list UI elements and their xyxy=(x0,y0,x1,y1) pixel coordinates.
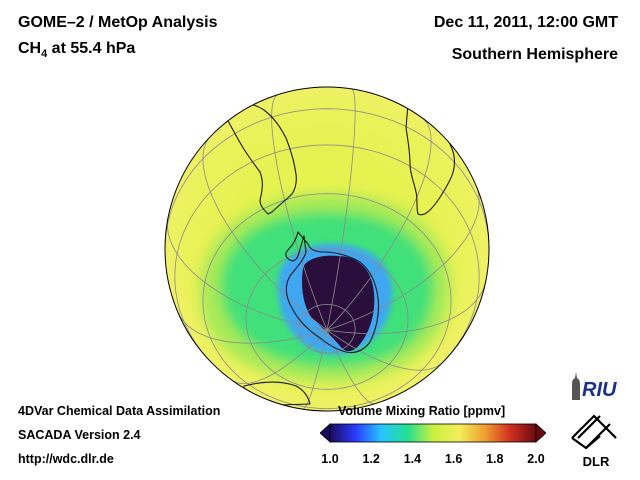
dlr-logo: DLR xyxy=(571,414,617,469)
graticule-line xyxy=(326,329,375,405)
globe-map xyxy=(164,86,490,412)
species-name: CH xyxy=(18,40,42,57)
colorbar-tick-label: 1.6 xyxy=(444,452,463,466)
graticule-line xyxy=(326,119,432,331)
south-america-coast xyxy=(223,101,297,215)
colorbar-tick-label: 1.4 xyxy=(403,452,422,466)
antarctica-coast xyxy=(285,231,380,354)
graticule-line xyxy=(165,108,489,245)
footer-version: SACADA Version 2.4 xyxy=(18,428,141,442)
graticule-line xyxy=(177,312,328,344)
footer-url: http://wdc.dlr.de xyxy=(18,452,114,466)
graticule-line xyxy=(202,137,328,331)
dlr-logo-text: DLR xyxy=(583,454,610,469)
footer-method: 4DVar Chemical Data Assimilation xyxy=(18,404,221,418)
graticule-line xyxy=(271,94,328,331)
colorbar-tick-label: 2.0 xyxy=(527,452,545,466)
graticule-line xyxy=(326,188,480,331)
graticule-line xyxy=(302,329,328,410)
graticule-line xyxy=(326,281,487,335)
graticule-line xyxy=(231,329,328,385)
graticule-line xyxy=(326,329,444,371)
species-pressure-title: CH4 at 55.4 hPa xyxy=(18,40,135,60)
colorbar xyxy=(320,423,546,443)
colorbar-max-arrow xyxy=(535,423,546,443)
globe-outline xyxy=(164,86,490,412)
colorbar-min-arrow xyxy=(320,423,331,443)
graticule-line xyxy=(326,88,356,331)
analysis-title: GOME–2 / MetOp Analysis xyxy=(18,14,218,31)
colorbar-tick-label: 1.0 xyxy=(321,452,339,466)
riu-logo-text: RIU xyxy=(582,379,617,401)
hemisphere-label: Southern Hemisphere xyxy=(451,46,618,63)
graticule-line xyxy=(167,220,328,331)
colorbar-tick-label: 1.2 xyxy=(362,452,380,466)
polar-vortex xyxy=(302,255,375,352)
lat-lon-grid xyxy=(165,88,489,410)
pressure-label: at 55.4 hPa xyxy=(47,40,136,57)
africa-coast xyxy=(405,103,456,216)
datetime-label: Dec 11, 2011, 12:00 GMT xyxy=(433,14,618,31)
riu-logo: RIU xyxy=(572,372,617,401)
colorbar-gradient xyxy=(329,423,537,443)
colorbar-title: Volume Mixing Ratio [ppmv] xyxy=(338,404,506,418)
colorbar-tick-label: 1.8 xyxy=(486,452,504,466)
graticule-line xyxy=(174,144,480,359)
species-subscript: 4 xyxy=(41,48,48,61)
